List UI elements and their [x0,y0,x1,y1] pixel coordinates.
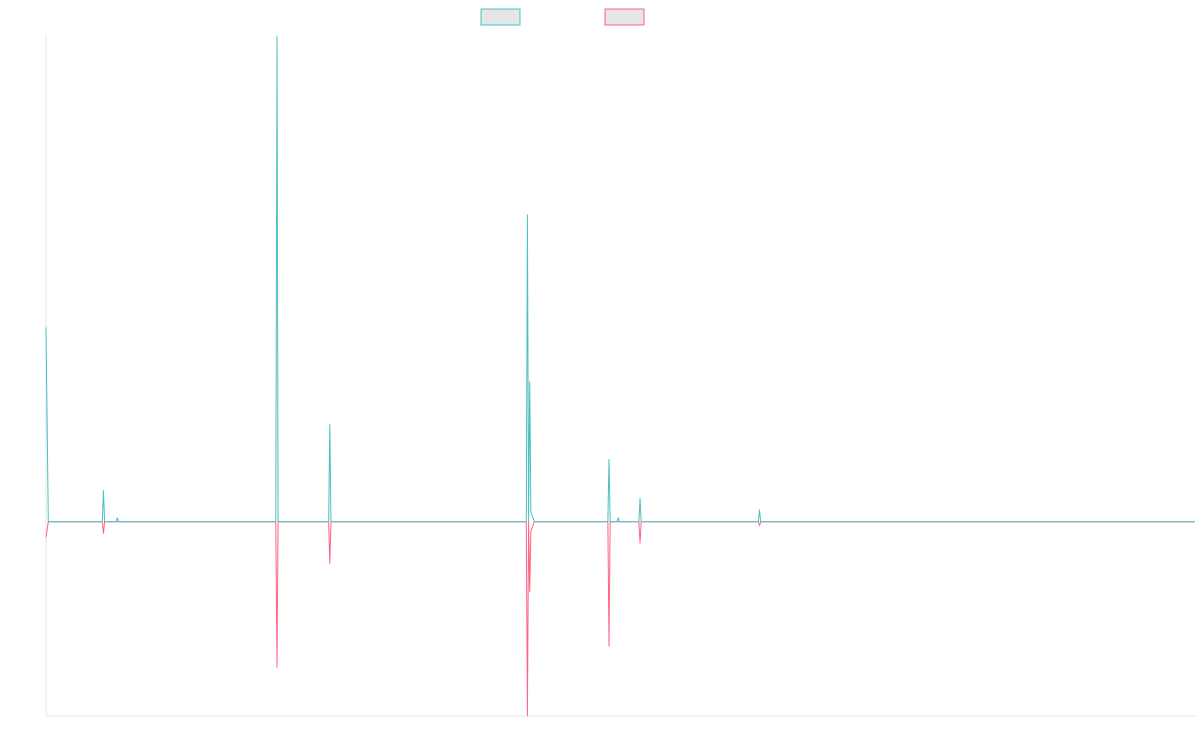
legend-swatch-2[interactable] [604,8,645,26]
series-line-1 [45,35,1195,523]
legend-swatch-1[interactable] [480,8,521,26]
series-line-2 [45,521,1195,717]
